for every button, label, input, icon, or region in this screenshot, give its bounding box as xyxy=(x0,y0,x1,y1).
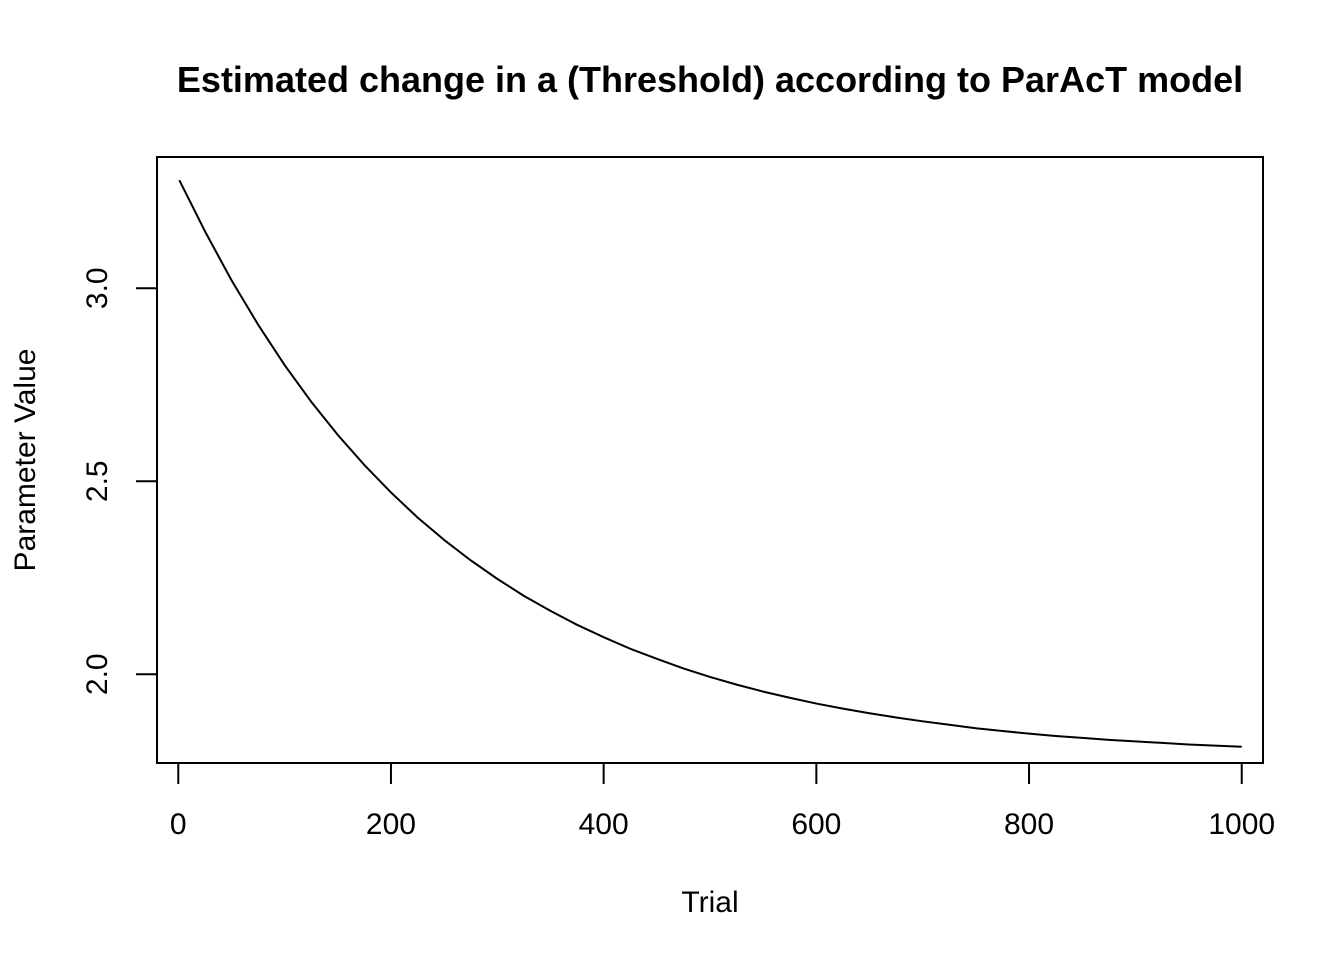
y-tick-label: 3.0 xyxy=(81,267,114,309)
plot-frame xyxy=(156,156,1264,764)
x-tick-label: 1000 xyxy=(1208,808,1275,841)
x-axis-label: Trial xyxy=(681,886,738,919)
chart-title: Estimated change in a (Threshold) accord… xyxy=(177,59,1243,100)
x-tick-label: 200 xyxy=(366,808,416,841)
x-tick-label: 0 xyxy=(170,808,187,841)
y-tick-label: 2.0 xyxy=(81,653,114,695)
x-axis: 0 200 400 600 800 1000 xyxy=(170,762,1275,841)
x-tick-label: 800 xyxy=(1004,808,1054,841)
y-tick-label: 2.5 xyxy=(81,460,114,502)
series-layer xyxy=(178,179,1242,748)
x-tick-label: 600 xyxy=(791,808,841,841)
y-axis-label: Parameter Value xyxy=(9,349,42,572)
series-line xyxy=(178,179,1242,748)
x-tick-label: 400 xyxy=(579,808,629,841)
y-axis: 2.0 2.5 3.0 xyxy=(81,267,158,695)
